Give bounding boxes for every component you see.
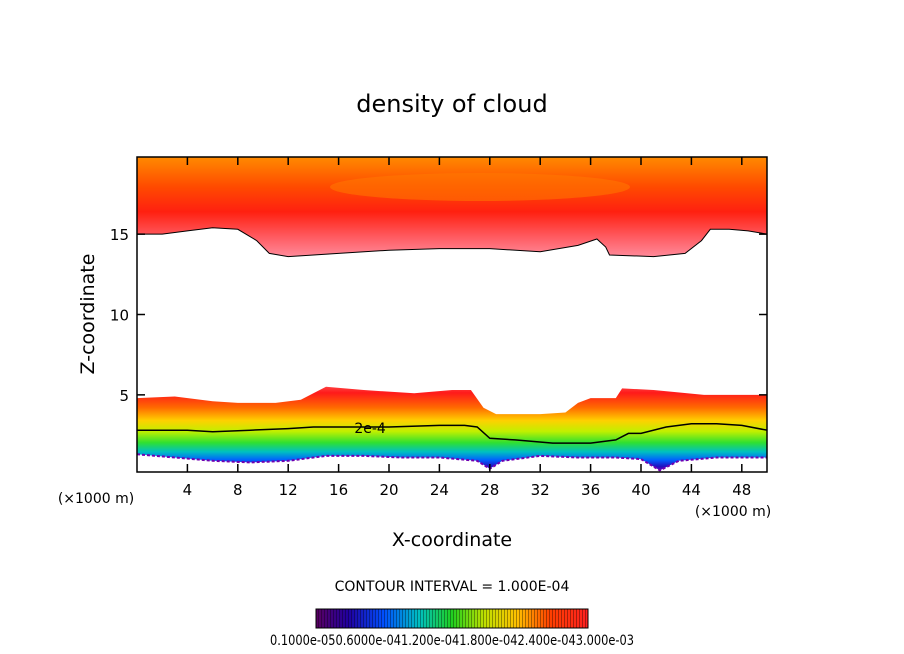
chart-title: density of cloud [356, 90, 547, 118]
x-axis-ticks: 4 8 12 16 20 24 28 32 36 40 44 48 [183, 157, 751, 499]
y-axis-ticks: 5 10 15 [110, 226, 767, 405]
contour-interval: CONTOUR INTERVAL = 1.000E-04 [335, 579, 570, 595]
x-tick-label: 8 [233, 481, 243, 499]
y-tick-label: 10 [110, 307, 129, 325]
y-tick-label: 5 [119, 387, 129, 405]
x-unit-left: (×1000 m) [58, 491, 134, 507]
upper-layer-core [330, 173, 630, 201]
lower-cloud-layer [137, 386, 767, 471]
x-tick-label: 36 [581, 481, 600, 499]
contour-label: 2e-4 [354, 421, 386, 437]
x-tick-label: 16 [329, 481, 348, 499]
x-tick-label: 24 [430, 481, 449, 499]
x-unit-right: (×1000 m) [695, 504, 771, 520]
x-tick-label: 12 [279, 481, 298, 499]
colorbar-labels: 0.1000e-050.6000e-041.200e-041.800e-042.… [270, 633, 634, 649]
x-tick-label: 20 [379, 481, 398, 499]
x-tick-label: 28 [480, 481, 499, 499]
x-tick-label: 48 [732, 481, 751, 499]
y-axis-label: Z-coordinate [77, 254, 99, 375]
colorbar-stripes [316, 609, 588, 628]
colorbar-frame [315, 608, 589, 629]
contour-2e-4-line [137, 423, 767, 444]
upper-cloud-layer [137, 157, 767, 257]
x-axis-label: X-coordinate [392, 529, 512, 551]
x-tick-label: 4 [183, 481, 193, 499]
x-tick-label: 44 [682, 481, 701, 499]
x-tick-label: 40 [631, 481, 650, 499]
upper-layer-outline [137, 227, 767, 258]
y-tick-label: 15 [110, 226, 129, 244]
x-tick-label: 32 [531, 481, 550, 499]
